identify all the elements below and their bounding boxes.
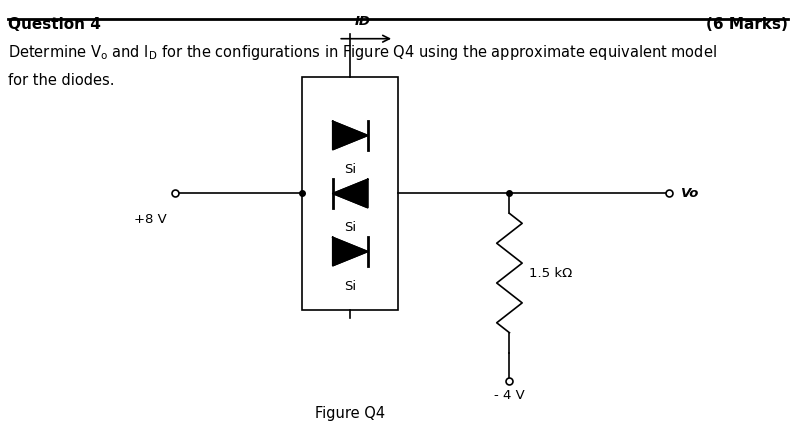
Text: Figure Q4: Figure Q4 <box>315 406 385 421</box>
Text: Si: Si <box>344 163 357 176</box>
Text: ID: ID <box>354 15 370 28</box>
Text: (6 Marks): (6 Marks) <box>706 17 788 32</box>
Text: for the diodes.: for the diodes. <box>8 73 115 88</box>
Polygon shape <box>333 237 368 266</box>
Text: +8 V: +8 V <box>135 213 167 226</box>
Text: Si: Si <box>344 221 357 234</box>
Text: Si: Si <box>344 280 357 292</box>
Polygon shape <box>333 179 368 208</box>
Polygon shape <box>333 121 368 150</box>
Text: Question 4: Question 4 <box>8 17 101 32</box>
Text: - 4 V: - 4 V <box>494 389 525 402</box>
Text: 1.5 kΩ: 1.5 kΩ <box>529 267 572 280</box>
Text: Vo: Vo <box>681 187 699 200</box>
Text: Determine V$_\mathregular{o}$ and I$_\mathregular{D}$ for the configurations in : Determine V$_\mathregular{o}$ and I$_\ma… <box>8 43 717 62</box>
Bar <box>302 77 398 310</box>
